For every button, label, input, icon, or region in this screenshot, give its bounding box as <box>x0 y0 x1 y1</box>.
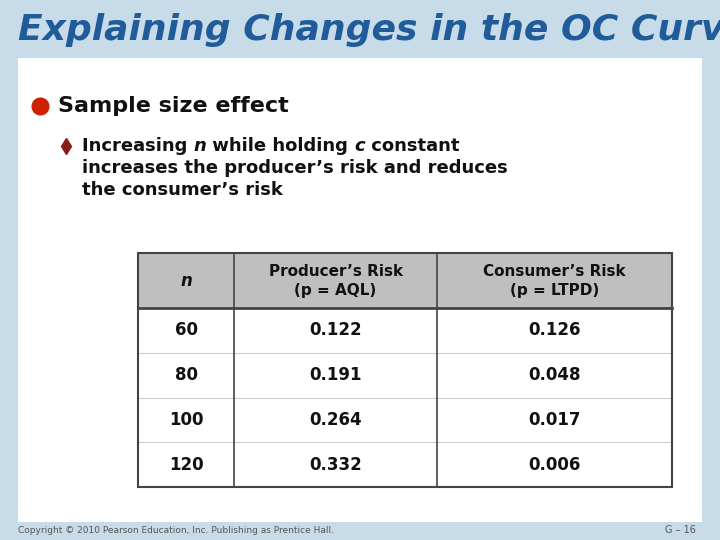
Text: 0.017: 0.017 <box>528 411 581 429</box>
Text: 0.006: 0.006 <box>528 456 581 474</box>
Text: increases the producer’s risk and reduces: increases the producer’s risk and reduce… <box>82 159 508 177</box>
Text: c: c <box>355 137 365 155</box>
Text: 100: 100 <box>168 411 203 429</box>
Text: 0.126: 0.126 <box>528 321 581 339</box>
Text: (p = LTPD): (p = LTPD) <box>510 283 599 298</box>
Text: n: n <box>194 137 207 155</box>
Text: the consumer’s risk: the consumer’s risk <box>82 181 283 199</box>
Bar <box>138 253 672 308</box>
Text: n: n <box>180 272 192 289</box>
Text: 60: 60 <box>174 321 197 339</box>
Text: 0.191: 0.191 <box>310 366 362 384</box>
Text: Increasing: Increasing <box>82 137 194 155</box>
Text: 0.048: 0.048 <box>528 366 581 384</box>
Text: 0.332: 0.332 <box>309 456 362 474</box>
Text: Sample size effect: Sample size effect <box>58 96 289 116</box>
Text: G – 16: G – 16 <box>665 525 696 535</box>
Text: Copyright © 2010 Pearson Education, Inc. Publishing as Prentice Hall.: Copyright © 2010 Pearson Education, Inc.… <box>18 526 334 535</box>
Text: Producer’s Risk: Producer’s Risk <box>269 264 402 279</box>
Text: (p = AQL): (p = AQL) <box>294 283 377 298</box>
Text: 0.264: 0.264 <box>310 411 362 429</box>
Text: Consumer’s Risk: Consumer’s Risk <box>483 264 626 279</box>
Bar <box>138 253 672 487</box>
Text: 0.122: 0.122 <box>310 321 362 339</box>
Text: while holding: while holding <box>207 137 355 155</box>
Bar <box>138 308 672 487</box>
Text: 120: 120 <box>168 456 203 474</box>
Text: constant: constant <box>365 137 460 155</box>
Text: 80: 80 <box>174 366 197 384</box>
FancyBboxPatch shape <box>14 54 706 526</box>
Text: Explaining Changes in the OC Curve: Explaining Changes in the OC Curve <box>18 13 720 47</box>
